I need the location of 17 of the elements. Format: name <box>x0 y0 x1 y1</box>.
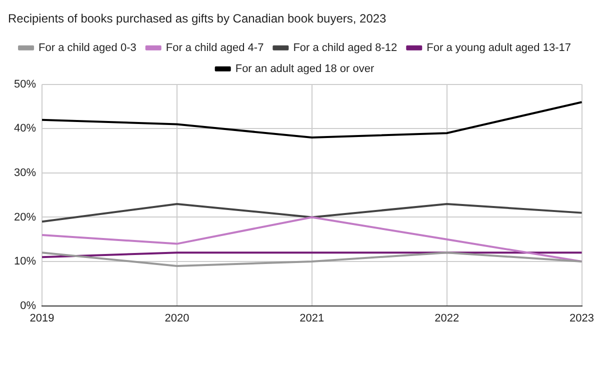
x-tick-label: 2022 <box>434 312 460 324</box>
legend-label: For a child aged 4-7 <box>166 42 264 54</box>
y-tick-label: 0% <box>20 300 36 312</box>
legend-label: For an adult aged 18 or over <box>235 62 374 75</box>
x-tick-label: 2023 <box>570 312 594 324</box>
y-tick-label: 30% <box>14 166 36 179</box>
y-tick-label: 10% <box>14 256 36 268</box>
y-tick-label: 50% <box>14 78 36 90</box>
legend-label: For a young adult aged 13-17 <box>426 42 571 54</box>
legend-label: For a child aged 8-12 <box>293 42 398 54</box>
x-tick-label: 2020 <box>164 312 190 324</box>
legend-label: For a child aged 0-3 <box>38 42 136 54</box>
y-tick-label: 20% <box>14 211 36 224</box>
y-tick-label: 40% <box>14 122 36 135</box>
x-tick-label: 2019 <box>30 312 54 324</box>
chart-title: Recipients of books purchased as gifts by Canadian book buyers, 2023 <box>8 12 387 26</box>
x-tick-label: 2021 <box>300 312 324 324</box>
